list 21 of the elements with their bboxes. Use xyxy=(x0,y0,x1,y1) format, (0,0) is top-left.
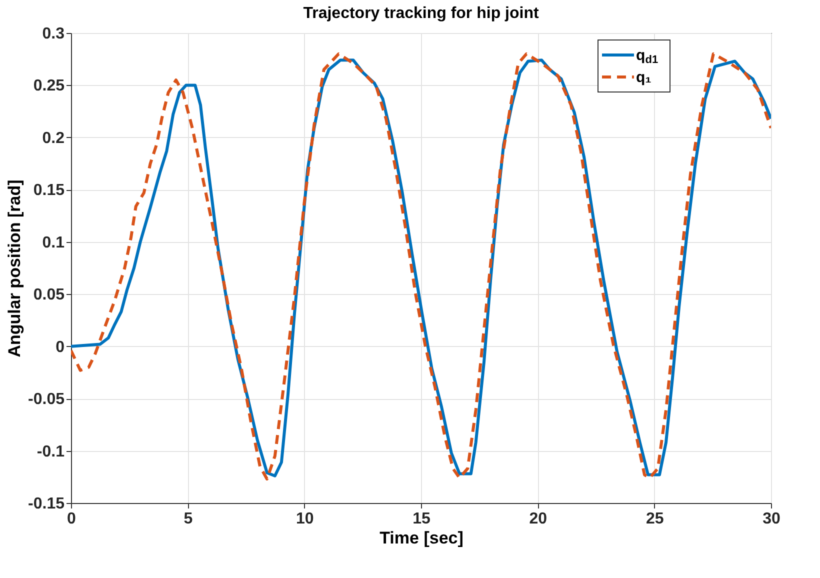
x-tick-label: 30 xyxy=(762,510,780,528)
chart-title: Trajectory tracking for hip joint xyxy=(303,5,540,22)
x-tick-label: 5 xyxy=(184,510,193,528)
y-axis-title: Angular position [rad] xyxy=(5,180,24,358)
x-tick-label: 0 xyxy=(67,510,76,528)
y-tick-label: 0.2 xyxy=(42,130,65,147)
x-tick-label: 20 xyxy=(529,510,548,528)
x-tick-label: 15 xyxy=(412,510,430,528)
x-tick-label: 25 xyxy=(646,510,664,528)
legend-label: q₁ xyxy=(636,69,652,86)
y-tick-label: -0.1 xyxy=(36,443,65,460)
x-axis-title: Time [sec] xyxy=(380,528,464,548)
y-tick-label: 0 xyxy=(56,338,65,356)
y-tick-label: 0.1 xyxy=(42,234,65,252)
y-tick-label: 0.15 xyxy=(33,182,65,200)
y-tick-label: 0.3 xyxy=(42,26,65,42)
y-tick-label: -0.05 xyxy=(28,391,65,408)
y-tick-label: -0.15 xyxy=(28,496,65,512)
x-tick-label: 10 xyxy=(296,510,314,528)
y-tick-label: 0.25 xyxy=(33,78,65,95)
y-tick-label: 0.05 xyxy=(33,286,65,304)
